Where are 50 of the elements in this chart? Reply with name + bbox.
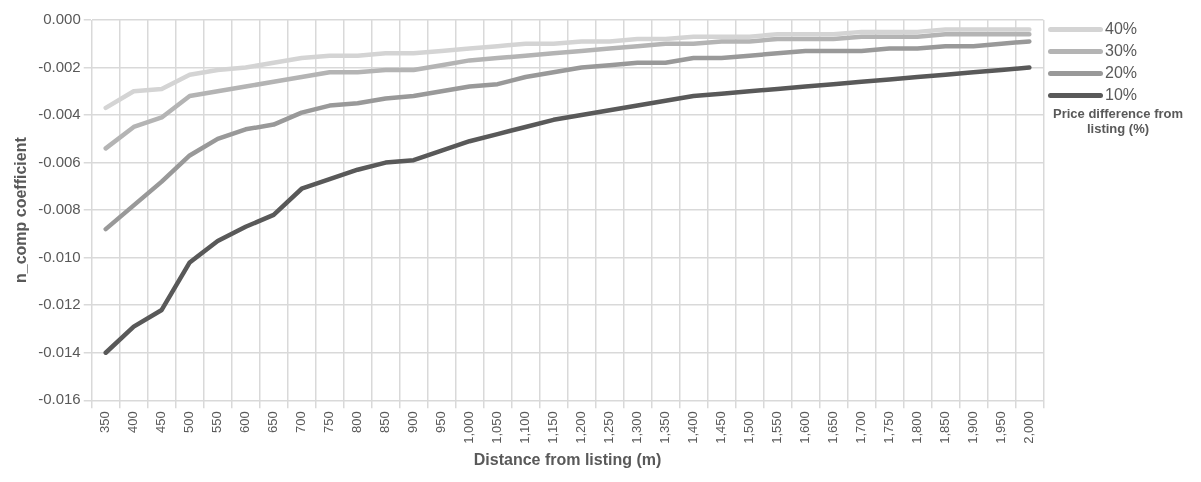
y-axis-title: n_comp coefficient — [12, 136, 30, 284]
x-tick-label: 350 — [97, 411, 113, 433]
legend-label: 20% — [1105, 64, 1138, 82]
x-tick-label: 400 — [125, 411, 141, 433]
x-tick-label: 1,550 — [769, 411, 785, 444]
y-tick-label: -0.012 — [38, 295, 81, 313]
x-tick-label: 650 — [265, 411, 281, 433]
y-tick-label: -0.010 — [38, 247, 81, 265]
x-tick-label: 1,400 — [685, 411, 701, 444]
x-tick-label: 1,300 — [629, 411, 645, 444]
legend-title: Price difference from listing (%) — [1051, 106, 1184, 136]
x-tick-label: 700 — [293, 411, 309, 433]
x-tick-label: 850 — [377, 411, 393, 433]
y-tick-label: -0.004 — [38, 105, 81, 123]
y-tick-label: -0.016 — [38, 390, 81, 408]
x-tick-label: 1,600 — [797, 411, 813, 444]
x-tick-label: 1,100 — [517, 411, 533, 444]
x-tick-label: 550 — [209, 411, 225, 433]
x-tick-label: 450 — [153, 411, 169, 433]
x-tick-label: 2,000 — [1020, 411, 1036, 444]
x-tick-label: 1,900 — [964, 411, 980, 444]
x-tick-label: 1,150 — [545, 411, 561, 444]
x-tick-label: 1,000 — [461, 411, 477, 444]
y-tick-label: -0.002 — [38, 57, 81, 75]
y-tick-label: -0.006 — [38, 152, 81, 170]
legend-label: 40% — [1105, 20, 1138, 38]
x-tick-label: 1,500 — [741, 411, 757, 444]
x-tick-label: 500 — [181, 411, 197, 433]
x-tick-label: 600 — [237, 411, 253, 433]
x-tick-label: 1,350 — [657, 411, 673, 444]
y-tick-label: -0.014 — [38, 342, 81, 360]
legend-label: 10% — [1105, 86, 1138, 104]
x-tick-label: 1,450 — [713, 411, 729, 444]
x-tick-label: 950 — [433, 411, 449, 433]
x-tick-label: 900 — [405, 411, 421, 433]
x-tick-label: 750 — [321, 411, 337, 433]
x-tick-label: 1,250 — [601, 411, 617, 444]
x-tick-label: 1,050 — [489, 411, 505, 444]
x-tick-label: 1,650 — [825, 411, 840, 444]
x-tick-label: 1,200 — [573, 411, 589, 444]
x-tick-label: 1,750 — [880, 411, 896, 444]
y-tick-label: -0.008 — [38, 200, 81, 218]
x-axis-title: Distance from listing (m) — [473, 450, 662, 468]
x-tick-label: 1,700 — [852, 411, 868, 444]
y-tick-label: 0.000 — [43, 10, 81, 28]
x-tick-label: 1,800 — [908, 411, 924, 444]
x-tick-label: 1,950 — [992, 411, 1008, 444]
legend-label: 30% — [1105, 42, 1138, 60]
x-tick-label: 1,850 — [936, 411, 952, 444]
x-tick-label: 800 — [349, 411, 365, 433]
